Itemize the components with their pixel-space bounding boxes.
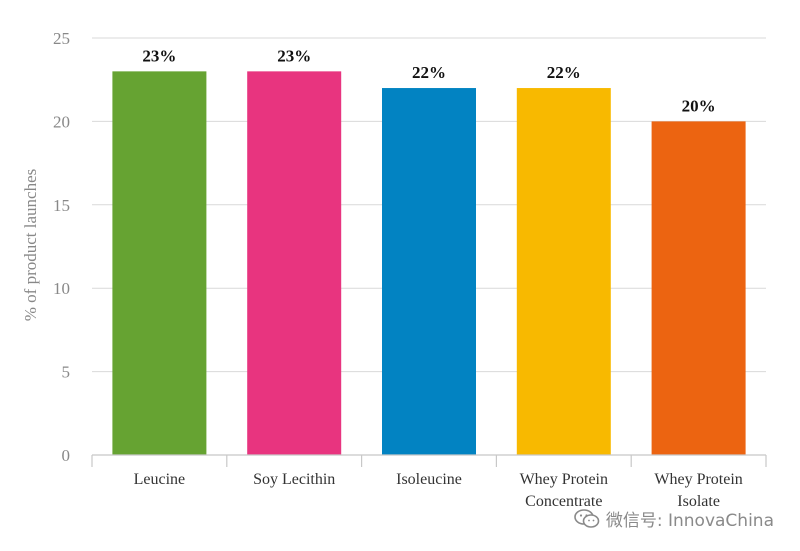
watermark: 微信号: InnovaChina	[574, 506, 774, 531]
data-label: 22%	[547, 63, 581, 82]
x-tick-label: Soy Lecithin	[253, 471, 335, 488]
y-tick-label: 0	[62, 446, 71, 465]
y-tick-label: 20	[53, 112, 70, 131]
x-tick-label: Whey Protein Isolate	[654, 471, 742, 510]
x-tick-label: Leucine	[134, 471, 186, 488]
x-tick-label: Whey Protein Concentrate	[520, 471, 608, 510]
y-tick-label: 10	[53, 279, 70, 298]
wechat-icon	[574, 508, 600, 528]
bar	[516, 88, 611, 455]
y-tick-label: 25	[53, 29, 70, 48]
y-axis-label: % of product launches	[21, 169, 40, 321]
axes: 0 5 10 15 20 25 Leucine Soy Lecithin Isoleucine W…	[53, 29, 767, 510]
watermark-text: 微信号: InnovaChina	[605, 511, 774, 531]
bar	[112, 71, 207, 456]
bar	[382, 88, 476, 455]
x-tick-label: Isoleucine	[396, 471, 462, 488]
data-label: 20%	[682, 96, 716, 115]
y-tick-label: 5	[62, 363, 71, 382]
bar	[651, 121, 746, 456]
bars: 23% 23% 22% 22% 20%	[112, 46, 746, 456]
data-label: 23%	[142, 46, 176, 65]
data-label: 23%	[277, 46, 311, 65]
bar	[247, 71, 342, 456]
y-tick-label: 15	[53, 196, 70, 215]
data-label: 22%	[412, 63, 446, 82]
